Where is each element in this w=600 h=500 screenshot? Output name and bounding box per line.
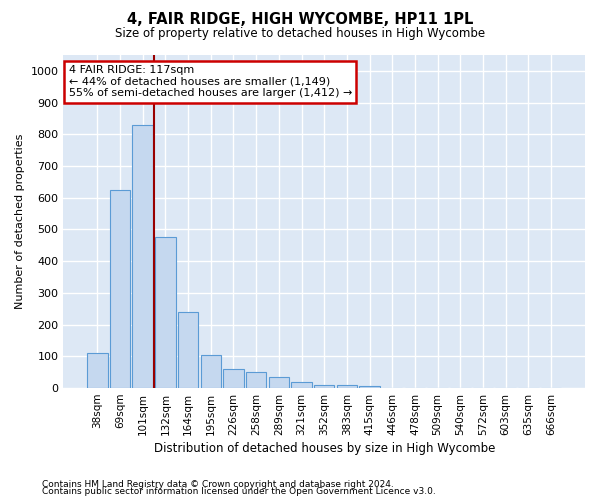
Bar <box>200 355 221 388</box>
X-axis label: Distribution of detached houses by size in High Wycombe: Distribution of detached houses by size … <box>154 442 495 455</box>
Bar <box>223 369 244 388</box>
Text: 4, FAIR RIDGE, HIGH WYCOMBE, HP11 1PL: 4, FAIR RIDGE, HIGH WYCOMBE, HP11 1PL <box>127 12 473 28</box>
Bar <box>359 386 380 388</box>
Bar <box>269 377 289 388</box>
Text: Size of property relative to detached houses in High Wycombe: Size of property relative to detached ho… <box>115 28 485 40</box>
Text: 4 FAIR RIDGE: 117sqm
← 44% of detached houses are smaller (1,149)
55% of semi-de: 4 FAIR RIDGE: 117sqm ← 44% of detached h… <box>68 65 352 98</box>
Text: Contains HM Land Registry data © Crown copyright and database right 2024.: Contains HM Land Registry data © Crown c… <box>42 480 394 489</box>
Bar <box>87 353 107 388</box>
Bar <box>246 372 266 388</box>
Bar <box>314 385 334 388</box>
Y-axis label: Number of detached properties: Number of detached properties <box>15 134 25 309</box>
Bar <box>337 385 357 388</box>
Bar <box>292 382 312 388</box>
Bar <box>178 312 198 388</box>
Text: Contains public sector information licensed under the Open Government Licence v3: Contains public sector information licen… <box>42 487 436 496</box>
Bar <box>110 190 130 388</box>
Bar <box>133 125 153 388</box>
Bar <box>155 238 176 388</box>
